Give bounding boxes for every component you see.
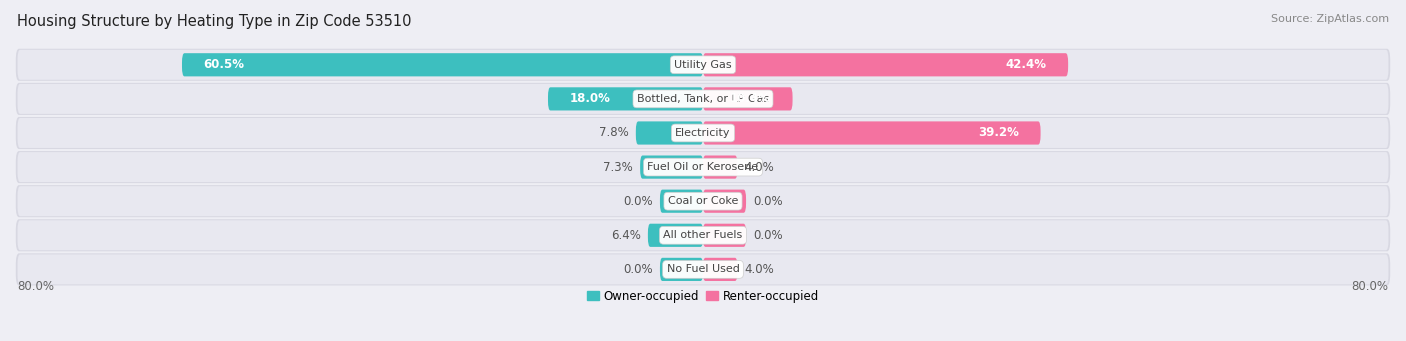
FancyBboxPatch shape bbox=[703, 190, 747, 213]
FancyBboxPatch shape bbox=[703, 258, 738, 281]
Text: 60.5%: 60.5% bbox=[204, 58, 245, 71]
Text: Utility Gas: Utility Gas bbox=[675, 60, 731, 70]
Text: Bottled, Tank, or LP Gas: Bottled, Tank, or LP Gas bbox=[637, 94, 769, 104]
FancyBboxPatch shape bbox=[17, 50, 1389, 80]
FancyBboxPatch shape bbox=[15, 83, 1391, 115]
Text: 39.2%: 39.2% bbox=[979, 127, 1019, 139]
FancyBboxPatch shape bbox=[703, 87, 793, 110]
Text: 7.3%: 7.3% bbox=[603, 161, 633, 174]
Text: 42.4%: 42.4% bbox=[1005, 58, 1046, 71]
Text: 80.0%: 80.0% bbox=[17, 280, 55, 293]
Text: 0.0%: 0.0% bbox=[623, 195, 652, 208]
FancyBboxPatch shape bbox=[17, 186, 1389, 216]
FancyBboxPatch shape bbox=[640, 155, 703, 179]
Text: 7.8%: 7.8% bbox=[599, 127, 628, 139]
Text: Source: ZipAtlas.com: Source: ZipAtlas.com bbox=[1271, 14, 1389, 24]
Text: 6.4%: 6.4% bbox=[612, 229, 641, 242]
FancyBboxPatch shape bbox=[15, 49, 1391, 81]
FancyBboxPatch shape bbox=[15, 253, 1391, 285]
FancyBboxPatch shape bbox=[648, 224, 703, 247]
FancyBboxPatch shape bbox=[703, 121, 1040, 145]
FancyBboxPatch shape bbox=[636, 121, 703, 145]
FancyBboxPatch shape bbox=[659, 258, 703, 281]
FancyBboxPatch shape bbox=[17, 152, 1389, 182]
Text: 4.0%: 4.0% bbox=[744, 161, 775, 174]
FancyBboxPatch shape bbox=[15, 219, 1391, 251]
FancyBboxPatch shape bbox=[548, 87, 703, 110]
FancyBboxPatch shape bbox=[17, 118, 1389, 148]
FancyBboxPatch shape bbox=[703, 53, 1069, 76]
FancyBboxPatch shape bbox=[659, 190, 703, 213]
FancyBboxPatch shape bbox=[15, 185, 1391, 217]
Text: 0.0%: 0.0% bbox=[754, 229, 783, 242]
Text: No Fuel Used: No Fuel Used bbox=[666, 264, 740, 275]
Text: Electricity: Electricity bbox=[675, 128, 731, 138]
FancyBboxPatch shape bbox=[703, 224, 747, 247]
Text: Fuel Oil or Kerosene: Fuel Oil or Kerosene bbox=[647, 162, 759, 172]
FancyBboxPatch shape bbox=[703, 155, 738, 179]
FancyBboxPatch shape bbox=[17, 254, 1389, 284]
FancyBboxPatch shape bbox=[15, 117, 1391, 149]
Text: Coal or Coke: Coal or Coke bbox=[668, 196, 738, 206]
FancyBboxPatch shape bbox=[15, 151, 1391, 183]
Text: 10.4%: 10.4% bbox=[730, 92, 770, 105]
Text: 4.0%: 4.0% bbox=[744, 263, 775, 276]
Text: All other Fuels: All other Fuels bbox=[664, 230, 742, 240]
Text: 0.0%: 0.0% bbox=[754, 195, 783, 208]
FancyBboxPatch shape bbox=[181, 53, 703, 76]
Text: 18.0%: 18.0% bbox=[569, 92, 610, 105]
Text: 80.0%: 80.0% bbox=[1351, 280, 1389, 293]
Text: Housing Structure by Heating Type in Zip Code 53510: Housing Structure by Heating Type in Zip… bbox=[17, 14, 412, 29]
Legend: Owner-occupied, Renter-occupied: Owner-occupied, Renter-occupied bbox=[582, 285, 824, 308]
FancyBboxPatch shape bbox=[17, 84, 1389, 114]
Text: 0.0%: 0.0% bbox=[623, 263, 652, 276]
FancyBboxPatch shape bbox=[17, 220, 1389, 250]
